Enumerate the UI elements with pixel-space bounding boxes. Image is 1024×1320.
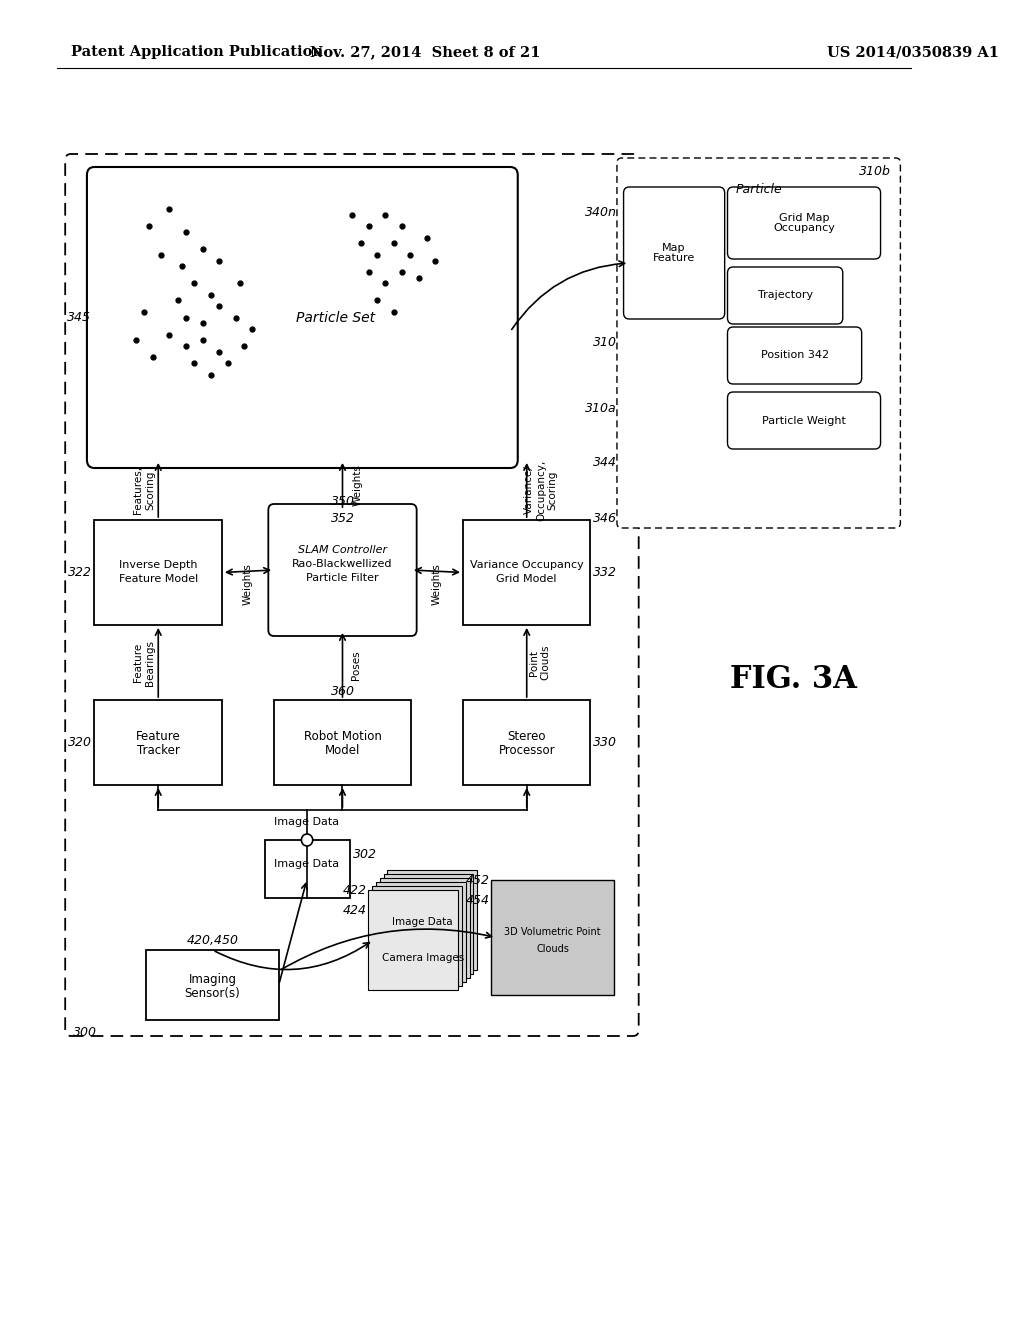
Text: 452: 452 — [465, 874, 489, 887]
FancyBboxPatch shape — [373, 886, 462, 986]
Text: Trajectory: Trajectory — [758, 290, 813, 301]
Text: SLAM Controller: SLAM Controller — [298, 545, 387, 554]
Text: Point
Clouds: Point Clouds — [529, 644, 551, 680]
FancyBboxPatch shape — [387, 870, 477, 970]
Text: Image Data: Image Data — [392, 917, 453, 927]
Text: 332: 332 — [593, 566, 617, 579]
Text: Particle Filter: Particle Filter — [306, 573, 379, 583]
Text: 310: 310 — [593, 337, 616, 350]
Text: 3D Volumetric Point: 3D Volumetric Point — [505, 927, 601, 937]
Text: 344: 344 — [593, 457, 616, 470]
Text: Position 342: Position 342 — [761, 351, 828, 360]
Text: 352: 352 — [331, 512, 354, 525]
Text: 346: 346 — [593, 511, 616, 524]
Text: Weights: Weights — [243, 564, 253, 606]
FancyBboxPatch shape — [146, 950, 279, 1020]
FancyBboxPatch shape — [87, 168, 518, 469]
Text: Weights: Weights — [432, 564, 442, 606]
FancyBboxPatch shape — [727, 327, 861, 384]
FancyBboxPatch shape — [66, 154, 639, 1036]
Text: Variance/
Occupancy,
Scoring: Variance/ Occupancy, Scoring — [524, 459, 557, 520]
Text: Patent Application Publication: Patent Application Publication — [71, 45, 323, 59]
FancyBboxPatch shape — [94, 700, 222, 785]
Text: 310a: 310a — [586, 401, 616, 414]
FancyBboxPatch shape — [369, 890, 458, 990]
Text: 320: 320 — [68, 737, 91, 748]
Text: Feature: Feature — [136, 730, 180, 743]
Text: 360: 360 — [331, 685, 354, 698]
FancyBboxPatch shape — [727, 267, 843, 323]
Text: Feature
Bearings: Feature Bearings — [133, 639, 155, 685]
Text: 345: 345 — [67, 312, 91, 323]
Text: Inverse Depth: Inverse Depth — [119, 560, 198, 569]
FancyBboxPatch shape — [274, 700, 411, 785]
Text: Map: Map — [663, 243, 686, 253]
FancyBboxPatch shape — [94, 520, 222, 624]
Text: Model: Model — [325, 744, 360, 756]
Text: Image Data: Image Data — [274, 859, 340, 869]
Text: Grid Map: Grid Map — [779, 213, 829, 223]
FancyBboxPatch shape — [463, 520, 591, 624]
Text: 420,450: 420,450 — [186, 935, 239, 946]
Text: Clouds: Clouds — [537, 944, 569, 954]
Text: Weights: Weights — [352, 465, 362, 506]
Text: Processor: Processor — [499, 744, 555, 756]
Text: Tracker: Tracker — [137, 744, 179, 756]
Text: Camera Images: Camera Images — [382, 953, 464, 964]
FancyBboxPatch shape — [727, 187, 881, 259]
Text: Rao-Blackwellized: Rao-Blackwellized — [292, 558, 393, 569]
Text: 454: 454 — [465, 894, 489, 907]
Text: Features,
Scoring: Features, Scoring — [133, 466, 155, 513]
Text: Stereo: Stereo — [508, 730, 546, 743]
Text: 322: 322 — [68, 566, 91, 579]
FancyBboxPatch shape — [727, 392, 881, 449]
Text: 350: 350 — [331, 495, 354, 508]
FancyBboxPatch shape — [380, 878, 470, 978]
Text: Particle Weight: Particle Weight — [762, 416, 846, 425]
Text: Nov. 27, 2014  Sheet 8 of 21: Nov. 27, 2014 Sheet 8 of 21 — [310, 45, 541, 59]
FancyBboxPatch shape — [492, 880, 614, 995]
FancyBboxPatch shape — [616, 158, 900, 528]
Text: Variance Occupancy: Variance Occupancy — [470, 560, 584, 569]
Text: Feature Model: Feature Model — [119, 573, 198, 583]
Text: Occupancy: Occupancy — [773, 223, 835, 234]
Text: Feature: Feature — [653, 253, 695, 263]
Text: 310b: 310b — [859, 165, 891, 178]
Text: Imaging: Imaging — [188, 974, 237, 986]
Text: Sensor(s): Sensor(s) — [184, 987, 241, 1001]
Text: Image Data: Image Data — [274, 817, 340, 828]
Text: 424: 424 — [343, 903, 367, 916]
FancyBboxPatch shape — [264, 840, 349, 898]
Text: US 2014/0350839 A1: US 2014/0350839 A1 — [826, 45, 998, 59]
Circle shape — [301, 834, 312, 846]
Text: Grid Model: Grid Model — [497, 573, 557, 583]
FancyBboxPatch shape — [624, 187, 725, 319]
Text: Robot Motion: Robot Motion — [303, 730, 381, 743]
Text: Particle Set: Particle Set — [296, 310, 375, 325]
FancyBboxPatch shape — [376, 882, 466, 982]
Text: 330: 330 — [593, 737, 617, 748]
Text: 422: 422 — [343, 883, 367, 896]
FancyBboxPatch shape — [463, 700, 591, 785]
FancyBboxPatch shape — [268, 504, 417, 636]
Text: FIG. 3A: FIG. 3A — [730, 664, 857, 696]
Text: Poses: Poses — [350, 651, 360, 680]
Text: 302: 302 — [353, 847, 378, 861]
Text: 340n: 340n — [585, 206, 616, 219]
FancyBboxPatch shape — [384, 874, 473, 974]
Text: Particle: Particle — [735, 183, 782, 195]
Text: 300: 300 — [73, 1026, 96, 1039]
